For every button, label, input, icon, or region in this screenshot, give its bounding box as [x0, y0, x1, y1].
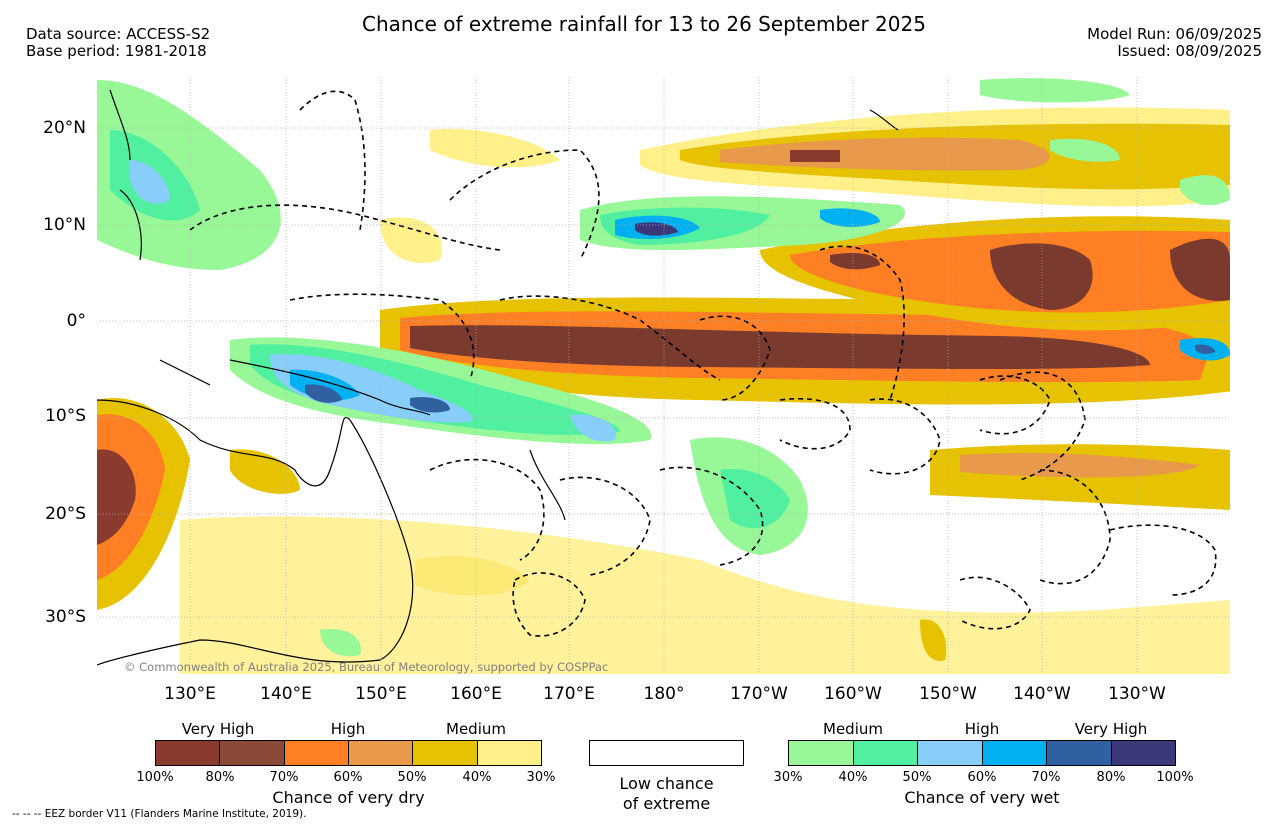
wet-colorbar — [788, 740, 1176, 766]
wet-swatch-2 — [853, 741, 918, 765]
wet-tick-80: 80% — [1096, 770, 1126, 785]
lat-label-10s: 10°S — [45, 406, 86, 426]
wet-legend-caption: Chance of very wet — [904, 788, 1060, 807]
dry-tick-60: 60% — [333, 770, 363, 785]
dry-tick-30: 30% — [526, 770, 556, 785]
lat-label-30s: 30°S — [45, 607, 86, 627]
model-run-text: Model Run: 06/09/2025 — [1087, 25, 1262, 43]
low-caption-line1: Low chance — [619, 774, 714, 793]
low-chance-swatch — [589, 740, 744, 766]
wet-swatch-6 — [1111, 741, 1175, 765]
wet-tick-50: 50% — [902, 770, 932, 785]
wet-level-high: High — [964, 720, 1000, 738]
lon-label-150w: 150°W — [919, 684, 977, 704]
lon-label-160w: 160°W — [824, 684, 882, 704]
dry-zones — [97, 107, 1230, 674]
wet-level-very-high: Very High — [1074, 720, 1148, 738]
dry-tick-40: 40% — [462, 770, 492, 785]
wet-tick-70: 70% — [1031, 770, 1061, 785]
lat-label-20n: 20°N — [43, 118, 86, 138]
dry-swatch-4 — [348, 741, 414, 765]
model-run-info: Model Run: 06/09/2025 Issued: 08/09/2025 — [1087, 26, 1262, 60]
lon-label-180: 180° — [643, 684, 685, 704]
low-swatch — [590, 741, 743, 765]
data-source-text: Data source: ACCESS-S2 — [26, 25, 211, 43]
base-period-text: Base period: 1981-2018 — [26, 42, 207, 60]
lon-label-150e: 150°E — [355, 684, 407, 704]
wet-tick-40: 40% — [838, 770, 868, 785]
dry-tick-50: 50% — [397, 770, 427, 785]
low-caption-line2: of extreme — [622, 794, 711, 813]
dry-level-high: High — [330, 720, 366, 738]
dry-level-very-high: Very High — [181, 720, 255, 738]
wet-swatch-5 — [1047, 741, 1112, 765]
wet-swatch-1 — [789, 741, 854, 765]
eez-footnote: -- -- -- EEZ border V11 (Flanders Marine… — [12, 808, 307, 820]
wet-swatch-4 — [982, 741, 1047, 765]
wet-level-medium: Medium — [823, 720, 883, 738]
map-content — [97, 77, 1230, 674]
wet-tick-60: 60% — [967, 770, 997, 785]
wet-swatch-3 — [918, 741, 983, 765]
dry-tick-70: 70% — [269, 770, 299, 785]
low-chance-caption: Low chance of extreme — [589, 774, 744, 814]
wet-zones — [97, 78, 1230, 657]
issued-text: Issued: 08/09/2025 — [1117, 42, 1262, 60]
dry-colorbar — [155, 740, 542, 766]
lon-label-140e: 140°E — [260, 684, 312, 704]
graticule — [97, 77, 1230, 674]
lon-label-140w: 140°W — [1013, 684, 1071, 704]
dry-tick-100: 100% — [136, 770, 174, 785]
dry-tick-80: 80% — [205, 770, 235, 785]
dry-level-medium: Medium — [446, 720, 506, 738]
chart-title: Chance of extreme rainfall for 13 to 26 … — [362, 12, 926, 36]
eez-borders — [189, 90, 1217, 637]
coastlines — [97, 89, 899, 666]
lon-label-170w: 170°W — [730, 684, 788, 704]
wet-tick-100: 100% — [1156, 770, 1194, 785]
wet-tick-30: 30% — [773, 770, 803, 785]
data-source-info: Data source: ACCESS-S2 Base period: 1981… — [26, 26, 210, 60]
lat-label-10n: 10°N — [43, 215, 86, 235]
copyright-notice: © Commonwealth of Australia 2025, Bureau… — [124, 660, 609, 674]
lon-label-170e: 170°E — [543, 684, 595, 704]
dry-swatch-3 — [284, 741, 349, 765]
dry-swatch-6 — [477, 741, 541, 765]
dry-swatch-2 — [220, 741, 285, 765]
dry-swatch-1 — [156, 741, 221, 765]
lat-label-equator: 0° — [66, 311, 86, 331]
dry-swatch-5 — [413, 741, 478, 765]
lat-label-20s: 20°S — [45, 504, 86, 524]
lon-label-160e: 160°E — [450, 684, 502, 704]
lon-label-130w: 130°W — [1108, 684, 1166, 704]
lon-label-130e: 130°E — [164, 684, 216, 704]
dry-legend-caption: Chance of very dry — [272, 788, 425, 807]
